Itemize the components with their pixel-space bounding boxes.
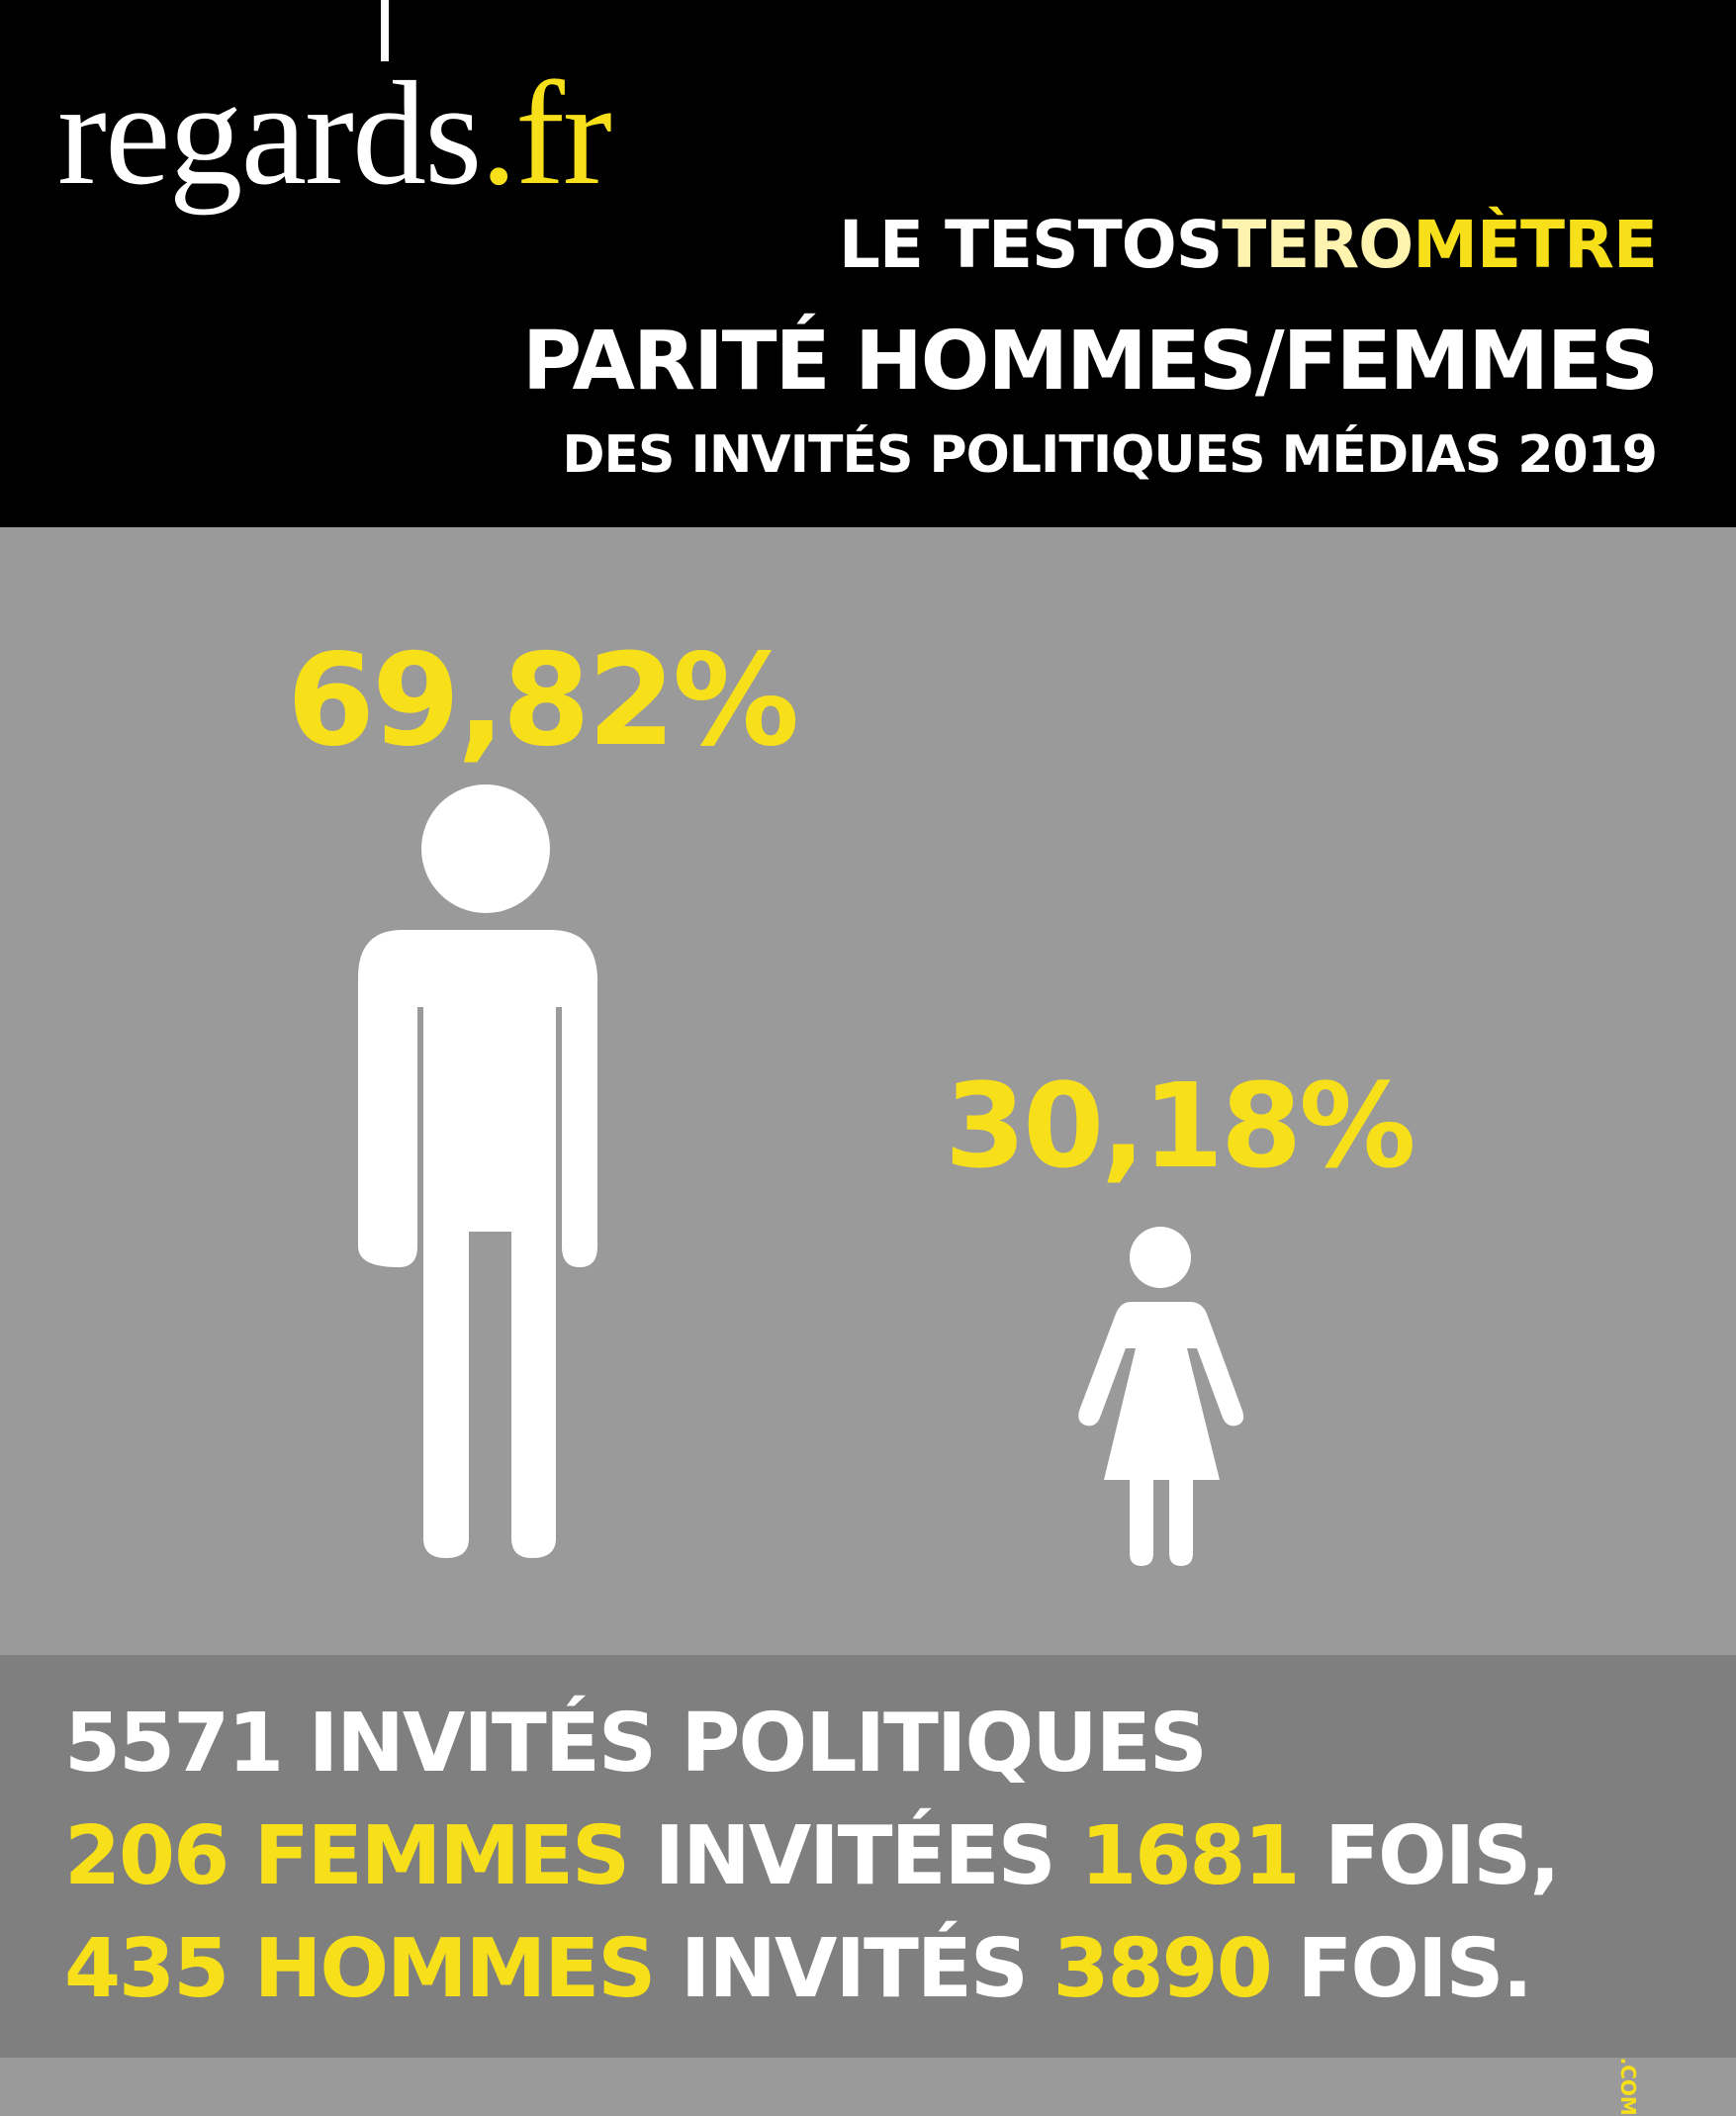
footer-women-line: 206 FEMMES INVITÉES 1681 FOIS, [64, 1809, 1560, 1904]
women-suffix: FOIS, [1298, 1809, 1560, 1903]
footer-total-guests: 5571 INVITÉS POLITIQUES [64, 1697, 1208, 1791]
women-verb: INVITÉES [628, 1809, 1081, 1903]
kicker-part-yellow: MÈTRE [1413, 207, 1658, 283]
kicker: LE TESTOSTEROMÈTRE [838, 206, 1658, 285]
logo-tld: .fr [480, 51, 611, 216]
logo-bar [381, 0, 389, 61]
men-verb: INVITÉS [654, 1922, 1053, 2016]
header: regards.fr LE TESTOSTEROMÈTRE PARITÉ HOM… [0, 0, 1736, 527]
logo[interactable]: regards.fr [57, 59, 612, 208]
logo-name: regards [57, 51, 482, 216]
kicker-part-light: TERO [1222, 207, 1414, 283]
page-title: PARITÉ HOMMES/FEMMES [521, 315, 1659, 409]
footer-men-line: 435 HOMMES INVITÉS 3890 FOIS. [64, 1922, 1533, 2017]
man-icon [358, 784, 675, 1558]
woman-icon [1076, 1225, 1244, 1566]
kicker-part-white: LE TESTOS [838, 207, 1223, 283]
footer: 5571 INVITÉS POLITIQUES 206 FEMMES INVIT… [0, 1655, 1736, 2058]
page-subtitle: DES INVITÉS POLITIQUES MÉDIAS 2019 [562, 425, 1658, 485]
main-panel: 69,82% 30,18% SOURCE : POLITIQUEMEDIA.CO… [0, 527, 1736, 2116]
men-invitations: 3890 [1052, 1922, 1273, 2016]
men-percentage: 69,82% [287, 627, 799, 775]
women-percentage: 30,18% [945, 1058, 1416, 1194]
women-invitations: 1681 [1080, 1809, 1300, 1903]
men-suffix: FOIS. [1270, 1922, 1532, 2016]
men-count: 435 HOMMES [64, 1922, 656, 2016]
women-count: 206 FEMMES [64, 1809, 630, 1903]
